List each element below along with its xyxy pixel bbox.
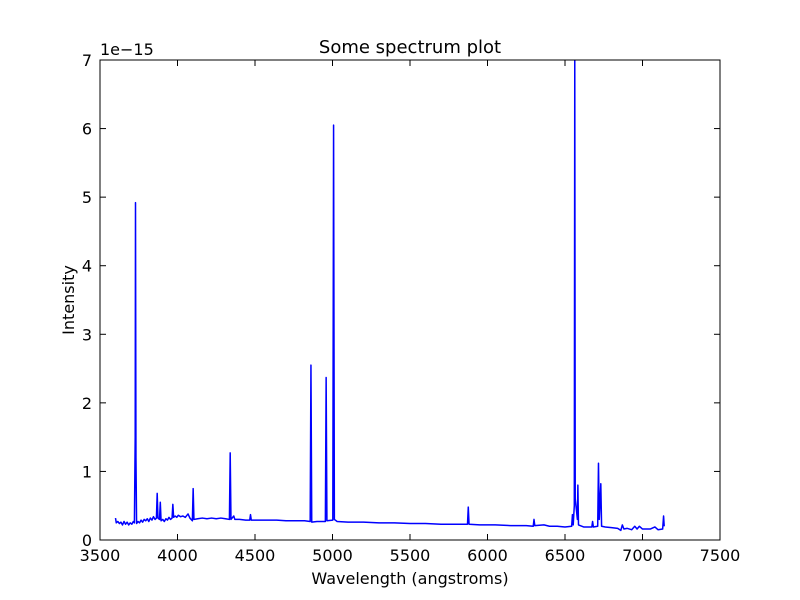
x-tick-label: 7500 (700, 546, 741, 565)
y-axis-label: Intensity (59, 265, 78, 335)
y-tick-label: 7 (82, 51, 92, 70)
y-tick-label: 4 (82, 257, 92, 276)
y-offset-label: 1e−15 (100, 40, 154, 59)
x-tick-label: 4500 (235, 546, 276, 565)
x-tick-label: 7000 (622, 546, 663, 565)
x-axis-label: Wavelength (angstroms) (311, 569, 508, 588)
x-tick-label: 5500 (390, 546, 431, 565)
y-tick-label: 6 (82, 120, 92, 139)
y-tick-label: 2 (82, 394, 92, 413)
y-tick-label: 1 (82, 462, 92, 481)
x-tick-label: 6500 (545, 546, 586, 565)
x-tick-label: 6000 (467, 546, 508, 565)
y-tick-label: 0 (82, 531, 92, 550)
plot-frame (99, 59, 721, 541)
x-tick-label: 5000 (312, 546, 353, 565)
y-tick-label: 5 (82, 188, 92, 207)
y-tick-label: 3 (82, 325, 92, 344)
chart-title: Some spectrum plot (319, 37, 501, 58)
spectrum-line (114, 60, 665, 532)
x-tick-label: 4000 (157, 546, 198, 565)
x-tick-label: 3500 (80, 546, 121, 565)
